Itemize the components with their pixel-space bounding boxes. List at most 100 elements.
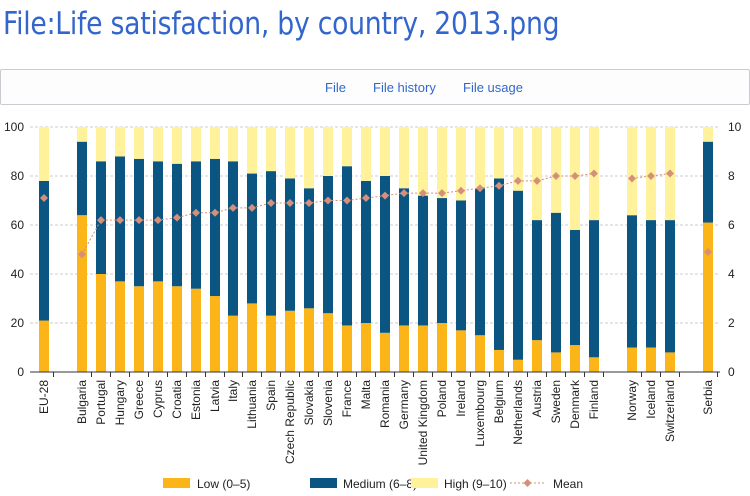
- x-tick-label: Cyprus: [151, 380, 165, 418]
- bar-medium: [665, 220, 675, 353]
- bar-low: [570, 345, 580, 372]
- bar-low: [115, 281, 125, 372]
- x-tick-label: Malta: [359, 380, 373, 410]
- x-tick-label: Serbia: [701, 380, 715, 415]
- bar-medium: [532, 220, 542, 341]
- bar-high: [323, 127, 333, 176]
- mean-marker: [286, 198, 294, 207]
- x-tick-label: Germany: [397, 380, 411, 429]
- bar-high: [494, 127, 504, 179]
- bar-high: [361, 127, 371, 181]
- x-tick-label: Norway: [625, 380, 639, 421]
- bar-low: [494, 349, 504, 372]
- bar-high: [342, 127, 352, 167]
- tab-file[interactable]: File: [325, 80, 346, 95]
- bar-medium: [570, 229, 580, 346]
- bar-medium: [551, 212, 561, 353]
- y-right-tick-label: 4: [728, 267, 735, 281]
- bar-medium: [77, 141, 87, 216]
- bar-high: [153, 127, 163, 162]
- mean-marker: [267, 198, 275, 207]
- bar-low: [172, 286, 182, 372]
- mean-marker: [40, 194, 48, 203]
- bar-high: [247, 127, 257, 174]
- bar-medium: [39, 180, 49, 321]
- bar-medium: [589, 220, 599, 358]
- mean-marker: [343, 196, 351, 205]
- bar-low: [418, 325, 428, 372]
- tab-file-history[interactable]: File history: [373, 80, 436, 95]
- bar-high: [115, 127, 125, 157]
- x-tick-label: Spain: [264, 380, 278, 411]
- x-tick-label: Switzerland: [663, 380, 677, 442]
- bar-medium: [646, 220, 656, 348]
- x-tick-label: Netherlands: [511, 380, 525, 445]
- bar-low: [703, 222, 713, 372]
- bar-medium: [627, 215, 637, 348]
- bar-low: [361, 323, 371, 372]
- bar-high: [228, 127, 238, 162]
- bar-medium: [323, 176, 333, 314]
- bar-medium: [437, 198, 447, 323]
- y-left-tick-label: 100: [4, 120, 24, 134]
- x-tick-label: Hungary: [113, 380, 127, 425]
- y-left-tick-label: 20: [11, 316, 25, 330]
- bar-low: [304, 308, 314, 372]
- bar-medium: [399, 188, 409, 326]
- bar-high: [475, 127, 485, 189]
- x-tick-label: Slovenia: [321, 380, 335, 426]
- mean-marker: [628, 174, 636, 183]
- y-left-tick-label: 0: [17, 365, 24, 379]
- bar-low: [665, 352, 675, 372]
- mean-marker: [97, 216, 105, 225]
- bar-high: [304, 127, 314, 189]
- bar-high: [77, 127, 87, 142]
- mean-marker: [571, 172, 579, 180]
- mean-marker: [305, 198, 313, 207]
- mean-marker: [135, 216, 143, 225]
- legend-swatch-medium: [310, 478, 337, 488]
- x-tick-label: Czech Republic: [283, 380, 297, 464]
- bar-low: [153, 281, 163, 372]
- bar-low: [513, 359, 523, 372]
- bar-medium: [456, 200, 466, 331]
- tab-file-usage[interactable]: File usage: [463, 80, 523, 95]
- page-title: File:Life satisfaction, by country, 2013…: [3, 6, 560, 42]
- bar-low: [456, 330, 466, 372]
- mean-line: [81, 173, 595, 255]
- bar-low: [191, 288, 201, 372]
- mean-marker: [647, 172, 655, 180]
- x-tick-label: Finland: [587, 380, 601, 419]
- x-tick-label: Bulgaria: [75, 380, 89, 424]
- mean-marker: [229, 203, 237, 212]
- file-tabs: File File history File usage: [0, 69, 750, 105]
- bar-high: [437, 127, 447, 199]
- mean-marker: [173, 213, 181, 222]
- bar-high: [285, 127, 295, 179]
- mean-marker: [457, 186, 465, 195]
- mean-marker: [495, 181, 503, 190]
- bar-medium: [228, 161, 238, 316]
- x-tick-label: Ireland: [454, 380, 468, 417]
- legend-swatch-high: [411, 478, 438, 488]
- legend-swatch-low: [163, 478, 190, 488]
- mean-marker: [666, 169, 674, 178]
- mean-marker: [476, 184, 484, 193]
- bar-low: [247, 303, 257, 372]
- mean-marker: [211, 208, 219, 217]
- y-left-tick-label: 60: [11, 218, 25, 232]
- bar-medium: [361, 180, 371, 323]
- bar-medium: [494, 178, 504, 350]
- bar-medium: [266, 171, 276, 316]
- y-right-tick-label: 2: [728, 316, 735, 330]
- bar-high: [456, 127, 466, 201]
- bar-low: [323, 313, 333, 372]
- bar-high: [134, 127, 144, 159]
- bar-medium: [247, 173, 257, 304]
- bar-medium: [304, 188, 314, 309]
- mean-marker: [552, 172, 560, 180]
- mean-marker: [514, 176, 522, 185]
- y-right-tick-label: 6: [728, 218, 735, 232]
- legend-medium: Medium (6–8): [343, 477, 417, 491]
- bar-low: [399, 325, 409, 372]
